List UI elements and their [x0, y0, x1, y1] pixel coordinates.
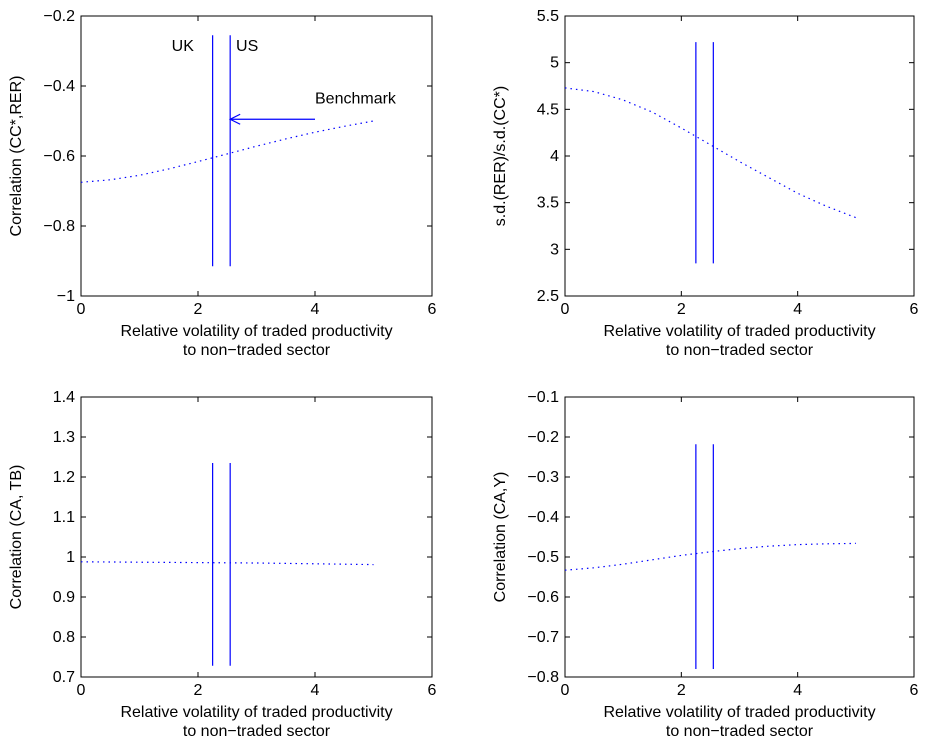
series-line-1: [80, 120, 374, 183]
y-tick-label: −0.4: [527, 509, 559, 526]
y-tick-label: 0.7: [53, 669, 75, 686]
y-tick-label: −0.8: [527, 669, 559, 686]
y-axis-label: Correlation (CA, TB): [8, 465, 25, 610]
x-tick-label: 2: [677, 682, 686, 699]
y-tick-label: −0.6: [43, 148, 75, 165]
plot-frame: [80, 15, 433, 297]
series-line-1: [564, 87, 857, 219]
x-tick-label: 2: [194, 301, 203, 318]
x-tick-label: 2: [194, 682, 203, 699]
x-axis-label: Relative volatility of traded productivi…: [603, 704, 875, 721]
y-tick-label: 0.9: [53, 589, 75, 606]
y-tick-label: −0.1: [527, 389, 559, 406]
x-tick-label: 6: [910, 682, 919, 699]
y-axis-label: Correlation (CA,Y): [492, 472, 509, 603]
annotation-benchmark: Benchmark: [315, 91, 397, 108]
x-tick-label: 4: [311, 682, 320, 699]
x-tick-label: 4: [311, 301, 320, 318]
y-tick-label: 1.3: [53, 429, 75, 446]
plot-frame: [564, 396, 915, 678]
x-tick-label: 2: [677, 301, 686, 318]
y-tick-label: 1.1: [53, 509, 75, 526]
x-axis-label: to non−traded sector: [666, 723, 814, 740]
annotation-us: US: [236, 38, 258, 55]
x-axis-label: Relative volatility of traded productivi…: [120, 704, 392, 721]
y-tick-label: 2.5: [537, 288, 559, 305]
y-tick-label: −0.2: [43, 8, 75, 25]
y-tick-label: −0.7: [527, 629, 559, 646]
chart-panel-2: 0 2 4 6 2.5 3 3.5 4 4.5 5 5.5 Relative volatility o…: [492, 8, 919, 359]
y-axis-label: s.d.(RER)/s.d.(CC*): [492, 86, 509, 226]
plot-frame: [80, 396, 433, 678]
y-tick-label: −0.6: [527, 589, 559, 606]
x-tick-label: 6: [428, 301, 437, 318]
plot-frame: [564, 15, 915, 297]
y-tick-label: 3: [550, 241, 559, 258]
y-tick-label: 0.8: [53, 629, 75, 646]
y-tick-label: −0.8: [43, 218, 75, 235]
chart-panel-3: 0 2 4 6 0.7 0.8 0.9 1 1.1 1.2 1.3 1.4 Relative volat…: [8, 389, 437, 740]
y-axis-label: Correlation (CC*,RER): [8, 76, 25, 237]
x-axis-label: Relative volatility of traded productivi…: [120, 323, 392, 340]
y-tick-label: 3.5: [537, 195, 559, 212]
y-tick-label: 5.5: [537, 8, 559, 25]
x-axis-label: to non−traded sector: [666, 342, 814, 359]
x-tick-label: 4: [793, 682, 802, 699]
benchmark-arrow-head: [228, 113, 241, 125]
x-axis-label: to non−traded sector: [183, 342, 331, 359]
y-tick-label: 4: [550, 148, 559, 165]
y-tick-label: 1.4: [53, 389, 75, 406]
chart-panel-1: 0 2 4 6 −1 −0.8 −0.6 −0.4 −0.2 Relative volatilit…: [8, 8, 437, 359]
y-tick-label: 1: [66, 549, 75, 566]
y-tick-label: 5: [550, 55, 559, 72]
chart-panel-4: 0 2 4 6 −0.8 −0.7 −0.6 −0.5 −0.4 −0.3 −0.2 −0.1 Rela…: [492, 389, 919, 740]
y-tick-label: 4.5: [537, 101, 559, 118]
x-tick-label: 6: [910, 301, 919, 318]
y-tick-label: −0.5: [527, 549, 559, 566]
y-tick-label: −0.4: [43, 78, 75, 95]
y-tick-label: −0.2: [527, 429, 559, 446]
x-tick-label: 6: [428, 682, 437, 699]
x-tick-label: 0: [77, 682, 86, 699]
x-axis-label: Relative volatility of traded productivi…: [603, 323, 875, 340]
x-axis-label: to non−traded sector: [183, 723, 331, 740]
annotation-uk: UK: [172, 38, 195, 55]
x-tick-label: 0: [77, 301, 86, 318]
y-tick-label: 1.2: [53, 469, 75, 486]
x-tick-label: 4: [793, 301, 802, 318]
x-tick-label: 0: [561, 301, 570, 318]
y-tick-label: −0.3: [527, 469, 559, 486]
y-tick-label: −1: [57, 288, 75, 305]
x-tick-label: 0: [561, 682, 570, 699]
